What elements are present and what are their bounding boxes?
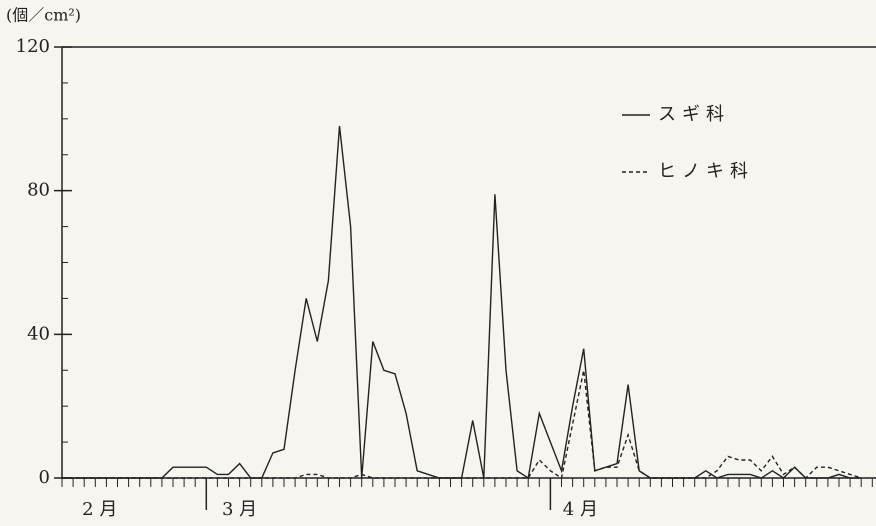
legend-label: ヒノキ科 [658, 161, 754, 182]
y-tick-label: 0 [39, 467, 50, 488]
legend-label: スギ科 [658, 104, 730, 125]
y-tick-label: 40 [27, 323, 50, 344]
x-tick-label: 4 月 [563, 499, 598, 520]
series-line [62, 370, 862, 480]
y-tick-label: 80 [27, 180, 50, 201]
x-tick-label: 3 月 [222, 499, 257, 520]
x-tick-label: 2 月 [82, 499, 117, 520]
unit-label: (個／cm²) [6, 6, 81, 25]
y-tick-label: 120 [16, 36, 50, 57]
